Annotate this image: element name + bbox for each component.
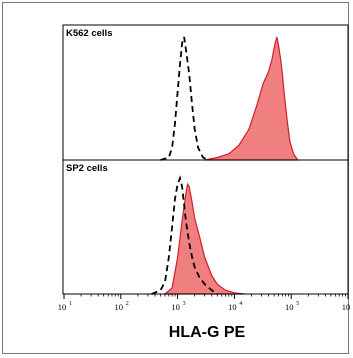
x-tick-exponent: 5	[296, 301, 299, 307]
panel-box	[62, 24, 349, 161]
dashed-histogram	[151, 175, 218, 295]
x-axis: 101102103104105106	[58, 294, 351, 312]
panel-box	[62, 159, 349, 295]
panel-2: SP2 cells	[62, 159, 349, 295]
panels-layer: K562 cells SP2 cells	[62, 24, 349, 295]
filled-histogram	[163, 182, 245, 295]
filled-histogram	[204, 36, 299, 161]
x-tick-label: 10	[115, 302, 124, 312]
x-tick-exponent: 2	[126, 301, 129, 307]
dashed-histogram	[160, 36, 209, 161]
panel-label: K562 cells	[66, 28, 112, 39]
x-tick-label: 10	[58, 302, 67, 312]
x-tick-exponent: 1	[69, 301, 72, 307]
x-tick-label: 10	[342, 302, 351, 312]
x-tick-label: 10	[171, 302, 180, 312]
x-tick-label: 10	[228, 302, 237, 312]
x-tick-exponent: 4	[239, 301, 242, 307]
panel-label: SP2 cells	[66, 163, 108, 174]
x-tick-exponent: 3	[183, 301, 186, 307]
panel-1: K562 cells	[62, 24, 349, 161]
x-axis-title: HLA-G PE	[169, 324, 246, 341]
x-tick-label: 10	[285, 302, 294, 312]
